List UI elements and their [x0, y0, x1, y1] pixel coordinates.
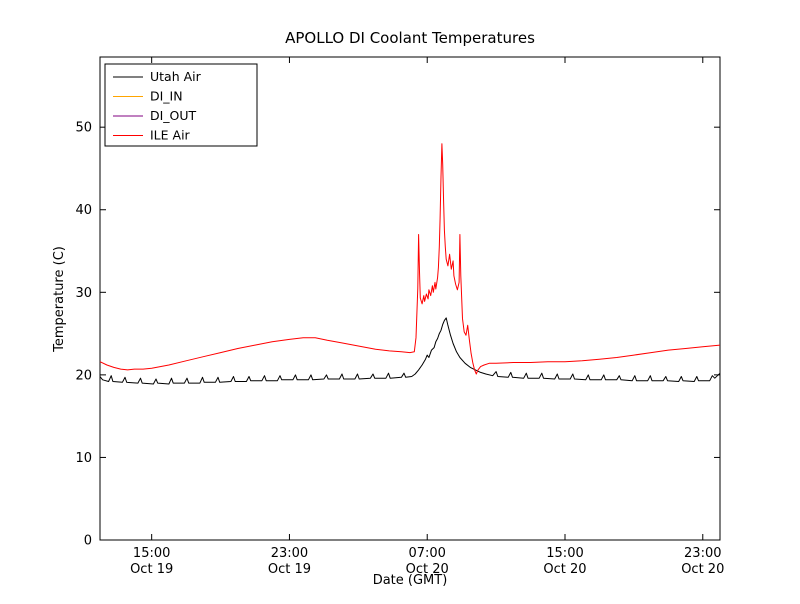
- x-tick-label-time: 23:00: [684, 546, 721, 561]
- x-tick-label-date: Oct 19: [268, 562, 311, 577]
- legend-box: [104, 63, 258, 147]
- plot-frame: [99, 56, 721, 541]
- x-tick-label-time: 15:00: [546, 546, 583, 561]
- x-tick-label-date: Oct 19: [130, 562, 173, 577]
- legend-label: ILE Air: [150, 128, 191, 143]
- chart-title: APOLLO DI Coolant Temperatures: [285, 29, 535, 47]
- x-tick-label-date: Oct 20: [681, 562, 724, 577]
- series-ile-air: [99, 143, 721, 375]
- x-tick-label-time: 23:00: [271, 546, 308, 561]
- series-utah-air: [99, 317, 721, 385]
- y-tick-label: 10: [75, 451, 92, 466]
- y-tick-label: 0: [84, 534, 92, 549]
- y-tick-label: 40: [75, 203, 92, 218]
- legend-label: DI_IN: [150, 89, 183, 104]
- legend: Utah Air DI_IN DI_OUT ILE Air: [104, 63, 258, 147]
- y-tick-label: 50: [75, 121, 92, 136]
- legend-label: Utah Air: [150, 69, 202, 84]
- x-tick-label-time: 07:00: [408, 546, 445, 561]
- x-tick-label-date: Oct 20: [543, 562, 586, 577]
- y-axis-label: Temperature (C): [52, 246, 67, 353]
- legend-label: DI_OUT: [150, 108, 197, 123]
- x-axis-label: Date (GMT): [373, 573, 448, 588]
- y-tick-label: 30: [75, 286, 92, 301]
- x-tick-label-time: 15:00: [133, 546, 170, 561]
- y-tick-label: 20: [75, 368, 92, 383]
- x-tick-label-date: Oct 20: [406, 562, 449, 577]
